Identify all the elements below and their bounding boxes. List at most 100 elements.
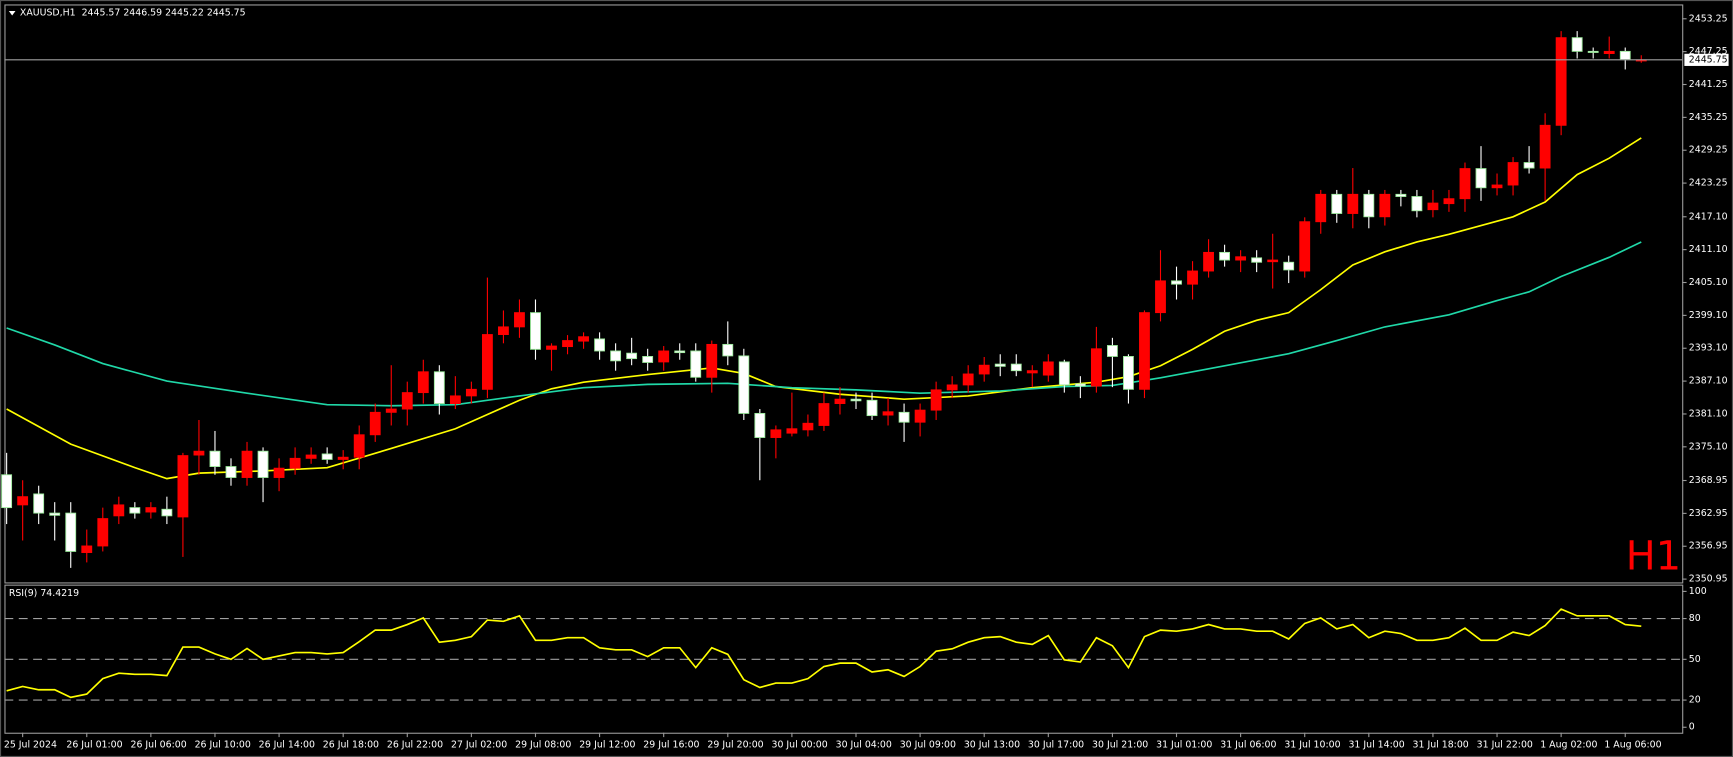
candle-body [1395,193,1407,197]
y-tick-label: 2368.95 [1689,475,1728,486]
rsi-title: RSI(9) 74.4219 [9,588,79,599]
candle-body [241,450,253,478]
candle-body [1411,196,1423,212]
candle-body [802,422,814,431]
candle-body [33,493,45,514]
candle-body [401,392,413,410]
x-tick-label: 29 Jul 20:00 [707,739,763,750]
candle-body [946,384,958,391]
candle-body [337,456,349,460]
candle-body [594,338,606,352]
menu-arrow[interactable] [8,11,16,16]
x-tick-label: 30 Jul 13:00 [964,739,1020,750]
y-tick-label: 80 [1689,613,1701,624]
candle-body [177,455,189,518]
candle-body [49,512,61,516]
candle-body [722,343,734,357]
candle-body [17,496,29,506]
candle-body [1379,193,1391,218]
candle-body [113,504,125,517]
y-tick-label: 2399.10 [1689,310,1728,321]
candle-body [850,398,862,402]
last-price-box [1684,53,1729,66]
candle-body [433,371,445,405]
candle-body [978,364,990,375]
candle-body [658,350,670,363]
candle-body [690,350,702,378]
y-tick-label: 100 [1689,586,1707,597]
candle-body [1619,50,1631,61]
candle-body [257,450,269,478]
y-tick-label: 2453.25 [1689,13,1728,24]
candle-body [1571,37,1583,52]
candle-body [289,457,301,469]
x-tick-label: 29 Jul 08:00 [515,739,571,750]
candle-body [1267,259,1279,263]
candle-body [642,356,654,363]
candle-body [1106,345,1118,357]
candle-body [1443,198,1455,205]
candle-body [65,512,77,552]
candle-body [914,409,926,423]
candle-body [834,398,846,405]
candle-body [1507,162,1519,186]
y-tick-label: 0 [1689,722,1695,733]
candle-body [1010,363,1022,372]
candle-body [1187,270,1198,285]
x-tick-label: 25 Jul 2024 [4,739,57,750]
x-tick-label: 30 Jul 17:00 [1028,739,1084,750]
candle-body [273,467,285,478]
y-tick-label: 2435.25 [1689,112,1728,123]
x-tick-label: 30 Jul 21:00 [1092,739,1148,750]
candle-body [1315,193,1327,223]
y-tick-label: 2381.10 [1689,408,1728,419]
x-tick-label: 1 Aug 02:00 [1540,739,1597,750]
candle-body [1139,312,1150,390]
candle-body [1427,202,1439,211]
chart-title: XAUUSD,H1 2445.57 2446.59 2445.22 2445.7… [20,8,246,19]
y-tick-label: 2356.95 [1689,541,1728,552]
x-tick-label: 26 Jul 06:00 [130,739,186,750]
candle-body [514,312,525,328]
candle-body [1219,251,1231,261]
candle-body [1491,184,1503,189]
x-tick-label: 30 Jul 09:00 [900,739,956,750]
price-panel [4,4,1684,584]
candle-body [369,411,381,436]
moving-average [6,137,1642,480]
candle-body [994,363,1006,367]
candle-body [1,474,13,509]
candle-body [674,350,686,354]
candle-body [786,428,798,434]
candle-body [610,350,622,362]
candle-body [1459,168,1471,200]
x-tick-label: 26 Jul 10:00 [195,739,251,750]
candle-body [1123,356,1134,390]
y-tick-label: 2447.25 [1689,46,1728,57]
x-tick-label: 30 Jul 00:00 [772,739,828,750]
rsi-line [6,608,1642,699]
candle-body [738,355,750,414]
y-tick-label: 2362.95 [1689,508,1728,519]
y-tick-label: 2405.10 [1689,277,1728,288]
y-tick-label: 20 [1689,695,1701,706]
y-tick-label: 2423.25 [1689,178,1728,189]
y-tick-label: 2375.10 [1689,441,1728,452]
candle-body [1523,162,1535,169]
candle-body [129,507,141,514]
y-tick-label: 2393.10 [1689,343,1728,354]
candle-body [1090,348,1102,387]
x-tick-label: 26 Jul 22:00 [387,739,443,750]
candle-body [754,412,766,438]
candle-body [1283,261,1295,271]
candle-body [546,345,557,350]
candle-body [1347,193,1359,214]
candle-body [1555,37,1567,126]
candle-body [1155,280,1166,314]
marks: 2350.95 2356.95 2362.95 2368.95 2375.10 2381.… [1,13,1729,750]
x-tick-label: 1 Aug 06:00 [1604,739,1661,750]
candle-body [866,399,878,417]
last-price-label: 2445.75 [1689,54,1728,65]
candle-body [530,312,541,350]
candle-body [161,508,173,517]
